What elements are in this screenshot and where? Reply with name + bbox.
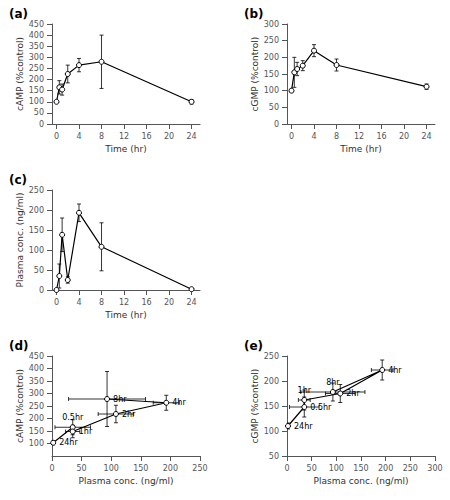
svg-text:300: 300 bbox=[29, 53, 44, 62]
svg-text:0: 0 bbox=[54, 298, 59, 307]
svg-text:200: 200 bbox=[163, 464, 178, 473]
svg-text:250: 250 bbox=[192, 464, 207, 473]
svg-text:50: 50 bbox=[307, 464, 317, 473]
svg-text:250: 250 bbox=[29, 402, 44, 411]
svg-text:200: 200 bbox=[378, 464, 393, 473]
svg-text:4hr: 4hr bbox=[388, 366, 402, 375]
svg-text:0: 0 bbox=[284, 464, 289, 473]
svg-text:0.5hr: 0.5hr bbox=[310, 403, 332, 412]
svg-text:200: 200 bbox=[29, 75, 44, 84]
svg-text:150: 150 bbox=[29, 86, 44, 95]
svg-text:12: 12 bbox=[119, 298, 129, 307]
svg-text:100: 100 bbox=[29, 97, 44, 106]
svg-text:cGMP (%control): cGMP (%control) bbox=[250, 369, 260, 444]
svg-text:0.5hr: 0.5hr bbox=[62, 413, 84, 422]
svg-text:0: 0 bbox=[39, 286, 44, 295]
svg-text:20: 20 bbox=[399, 132, 409, 141]
svg-text:1hr: 1hr bbox=[298, 386, 312, 395]
svg-text:16: 16 bbox=[141, 298, 151, 307]
svg-text:8hr: 8hr bbox=[113, 395, 127, 404]
svg-text:250: 250 bbox=[264, 352, 279, 361]
svg-text:24hr: 24hr bbox=[294, 422, 313, 431]
svg-text:50: 50 bbox=[34, 108, 44, 117]
svg-text:Plasma conc. (ng/ml): Plasma conc. (ng/ml) bbox=[15, 193, 25, 288]
svg-text:(b): (b) bbox=[244, 7, 264, 21]
svg-text:100: 100 bbox=[29, 246, 44, 255]
svg-text:4hr: 4hr bbox=[172, 398, 186, 407]
svg-text:400: 400 bbox=[29, 364, 44, 373]
svg-text:16: 16 bbox=[376, 132, 386, 141]
svg-text:100: 100 bbox=[29, 439, 44, 448]
svg-text:150: 150 bbox=[29, 226, 44, 235]
svg-text:12: 12 bbox=[119, 132, 129, 141]
svg-text:250: 250 bbox=[29, 186, 44, 195]
svg-text:20: 20 bbox=[164, 298, 174, 307]
svg-text:0: 0 bbox=[49, 464, 54, 473]
svg-text:350: 350 bbox=[29, 42, 44, 51]
svg-text:2hr: 2hr bbox=[122, 410, 136, 419]
svg-text:(e): (e) bbox=[244, 339, 263, 353]
svg-text:300: 300 bbox=[427, 464, 442, 473]
svg-text:8hr: 8hr bbox=[326, 378, 340, 387]
svg-text:0: 0 bbox=[274, 120, 279, 129]
svg-text:100: 100 bbox=[264, 427, 279, 436]
svg-text:24: 24 bbox=[186, 132, 196, 141]
svg-text:250: 250 bbox=[29, 64, 44, 73]
svg-text:50: 50 bbox=[269, 103, 279, 112]
svg-text:100: 100 bbox=[104, 464, 119, 473]
svg-text:50: 50 bbox=[34, 266, 44, 275]
svg-text:cGMP (%control): cGMP (%control) bbox=[250, 37, 260, 112]
svg-text:0: 0 bbox=[54, 132, 59, 141]
svg-text:300: 300 bbox=[29, 389, 44, 398]
svg-text:2hr: 2hr bbox=[346, 389, 360, 398]
svg-text:16: 16 bbox=[141, 132, 151, 141]
svg-text:Plasma conc. (ng/ml): Plasma conc. (ng/ml) bbox=[79, 476, 174, 486]
svg-text:Time (hr): Time (hr) bbox=[339, 144, 381, 154]
svg-text:(c): (c) bbox=[9, 173, 27, 187]
svg-text:350: 350 bbox=[29, 377, 44, 386]
svg-text:0: 0 bbox=[289, 132, 294, 141]
svg-text:150: 150 bbox=[264, 70, 279, 79]
svg-text:200: 200 bbox=[29, 414, 44, 423]
svg-text:Time (hr): Time (hr) bbox=[104, 310, 146, 320]
svg-text:24: 24 bbox=[421, 132, 431, 141]
svg-text:100: 100 bbox=[329, 464, 344, 473]
svg-text:50: 50 bbox=[269, 452, 279, 461]
svg-text:Time (hr): Time (hr) bbox=[104, 144, 146, 154]
svg-text:250: 250 bbox=[264, 36, 279, 45]
svg-text:100: 100 bbox=[264, 86, 279, 95]
svg-text:50: 50 bbox=[77, 464, 87, 473]
svg-text:24: 24 bbox=[186, 298, 196, 307]
svg-text:4: 4 bbox=[76, 132, 81, 141]
svg-text:Plasma conc. (ng/ml): Plasma conc. (ng/ml) bbox=[314, 476, 409, 486]
svg-text:(a): (a) bbox=[9, 7, 28, 21]
svg-text:4: 4 bbox=[311, 132, 316, 141]
svg-text:200: 200 bbox=[264, 377, 279, 386]
svg-text:200: 200 bbox=[29, 206, 44, 215]
svg-text:150: 150 bbox=[29, 427, 44, 436]
svg-text:8: 8 bbox=[334, 132, 339, 141]
svg-text:cAMP (%control): cAMP (%control) bbox=[15, 369, 25, 443]
svg-text:200: 200 bbox=[264, 53, 279, 62]
svg-text:250: 250 bbox=[403, 464, 418, 473]
svg-text:150: 150 bbox=[133, 464, 148, 473]
svg-text:8: 8 bbox=[99, 298, 104, 307]
svg-text:450: 450 bbox=[29, 352, 44, 361]
svg-text:150: 150 bbox=[264, 402, 279, 411]
svg-text:0: 0 bbox=[39, 120, 44, 129]
svg-text:8: 8 bbox=[99, 132, 104, 141]
svg-text:450: 450 bbox=[29, 20, 44, 29]
svg-text:24hr: 24hr bbox=[59, 438, 78, 447]
svg-text:20: 20 bbox=[164, 132, 174, 141]
svg-text:(d): (d) bbox=[9, 339, 29, 353]
svg-text:150: 150 bbox=[353, 464, 368, 473]
svg-text:1hr: 1hr bbox=[79, 427, 93, 436]
svg-text:300: 300 bbox=[264, 20, 279, 29]
svg-text:12: 12 bbox=[354, 132, 364, 141]
svg-text:cAMP (%control): cAMP (%control) bbox=[15, 37, 25, 111]
svg-text:4: 4 bbox=[76, 298, 81, 307]
svg-text:400: 400 bbox=[29, 31, 44, 40]
